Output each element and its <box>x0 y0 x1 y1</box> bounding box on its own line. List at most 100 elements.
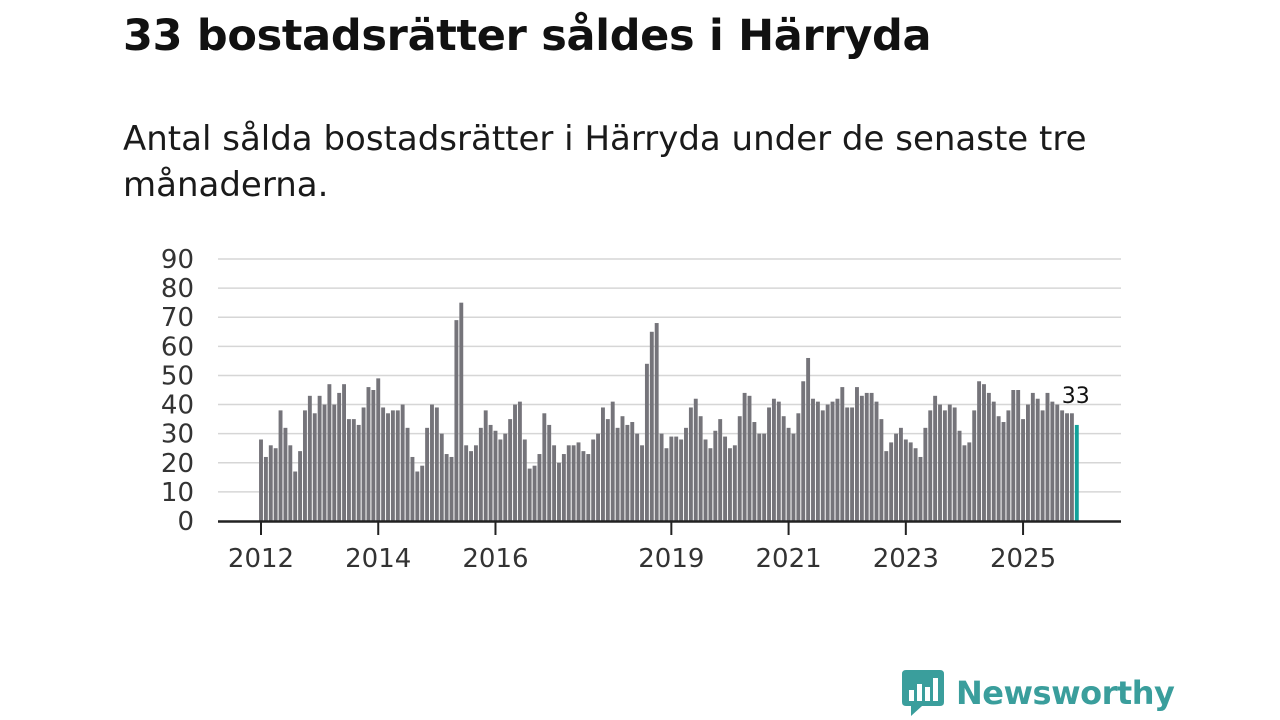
bar <box>644 363 649 521</box>
bar <box>596 433 601 521</box>
bar <box>625 424 630 521</box>
bar <box>410 456 415 521</box>
bar <box>674 436 679 521</box>
bar <box>576 442 581 521</box>
bar <box>522 439 527 521</box>
bar <box>991 401 996 521</box>
bar <box>693 398 698 521</box>
data-labels: 33 <box>1062 384 1090 409</box>
bar <box>342 384 346 521</box>
bar <box>517 401 522 521</box>
bar <box>918 456 923 521</box>
bar <box>1040 410 1045 521</box>
x-tick-label-2019: 2019 <box>638 544 704 574</box>
bar <box>806 357 811 521</box>
bar <box>547 424 552 521</box>
bar <box>923 427 928 521</box>
bar <box>986 392 991 521</box>
y-tick-label-60: 60 <box>161 332 194 362</box>
chart-title: 33 bostadsrätter såldes i Härryda <box>123 11 932 61</box>
bar <box>601 407 605 521</box>
bar <box>1069 413 1074 521</box>
bar <box>293 471 298 521</box>
y-tick-label-80: 80 <box>161 274 194 304</box>
bar <box>337 392 342 521</box>
bar <box>552 445 557 521</box>
bar <box>635 433 640 521</box>
bar <box>312 413 317 521</box>
bar <box>898 427 903 521</box>
bar <box>327 384 332 521</box>
bar <box>405 427 410 521</box>
bar <box>791 433 796 521</box>
bar <box>874 401 879 521</box>
bar <box>825 404 830 521</box>
bar <box>767 407 771 521</box>
bar <box>820 410 825 521</box>
bar <box>483 410 488 521</box>
bar <box>381 407 386 521</box>
bar <box>469 451 473 521</box>
chart-subtitle: Antal sålda bostadsrätter i Härryda unde… <box>123 119 1087 205</box>
bar <box>586 454 591 521</box>
bar <box>513 404 517 521</box>
bar <box>659 433 664 521</box>
y-tick-label-40: 40 <box>161 391 194 421</box>
bar <box>376 378 381 521</box>
bar <box>630 422 635 521</box>
bar <box>303 410 307 521</box>
y-tick-label-50: 50 <box>161 361 194 391</box>
bar <box>850 407 855 521</box>
bar <box>830 401 835 521</box>
bar <box>444 454 449 521</box>
bar <box>449 456 454 521</box>
bar <box>688 407 693 521</box>
bar <box>434 407 439 521</box>
bar <box>508 419 513 521</box>
bar <box>742 392 747 521</box>
bar <box>781 416 786 521</box>
bar <box>747 395 752 521</box>
bar <box>884 451 889 521</box>
bar <box>815 401 820 521</box>
bar <box>1011 390 1016 521</box>
bar <box>430 404 434 521</box>
bar <box>972 410 977 521</box>
x-tick-label-2021: 2021 <box>755 544 821 574</box>
bar <box>366 387 371 521</box>
bar <box>952 407 957 521</box>
bar <box>1025 404 1030 521</box>
bar <box>283 427 288 521</box>
bar <box>488 424 493 521</box>
bar-highlight <box>1074 424 1079 521</box>
bar <box>811 398 815 521</box>
bar <box>537 454 542 521</box>
bar <box>1045 392 1050 521</box>
bar <box>610 401 615 521</box>
x-tick-label-2016: 2016 <box>462 544 528 574</box>
bar <box>786 427 791 521</box>
newsworthy-logo-icon <box>902 670 944 716</box>
bar <box>942 410 947 521</box>
bar <box>684 427 688 521</box>
bar <box>996 416 1001 521</box>
bar <box>1060 410 1065 521</box>
bar <box>679 439 684 521</box>
bar <box>527 468 532 521</box>
bar <box>698 416 703 521</box>
bar <box>557 462 561 521</box>
bar <box>371 390 376 521</box>
bar <box>356 424 361 521</box>
bar <box>400 404 405 521</box>
bar <box>703 439 708 521</box>
bar <box>478 427 483 521</box>
bar <box>273 448 278 521</box>
bar <box>615 427 620 521</box>
bar <box>908 442 913 521</box>
bar <box>361 407 366 521</box>
bar <box>498 439 503 521</box>
bar <box>723 436 728 521</box>
bar <box>864 392 869 521</box>
y-tick-label-10: 10 <box>161 478 194 508</box>
